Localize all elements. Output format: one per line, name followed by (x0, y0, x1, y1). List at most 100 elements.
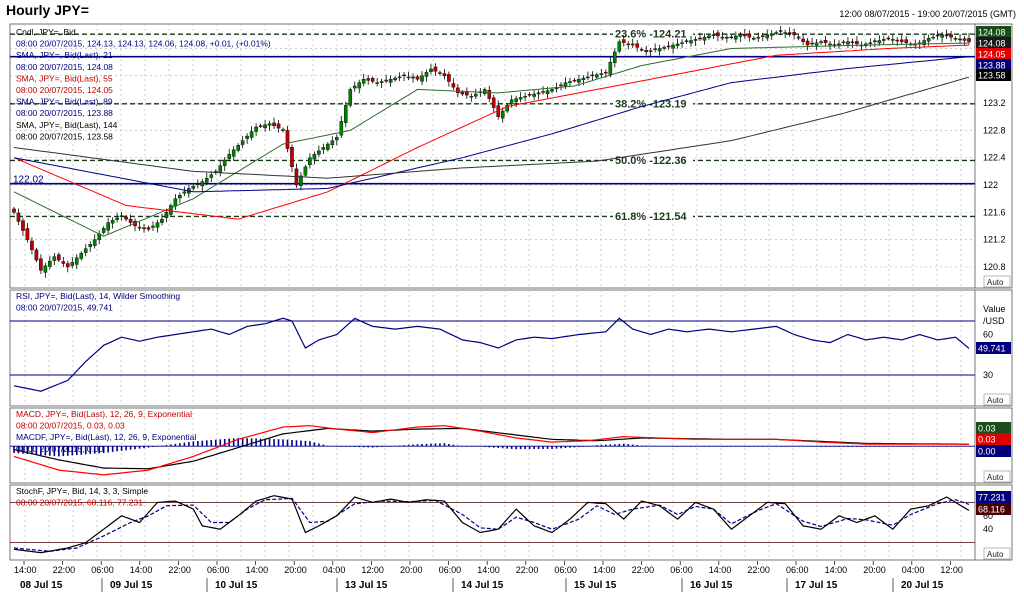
macd-legend-item: MACDF, JPY=, Bid(Last), 12, 26, 9, Expon… (16, 432, 196, 442)
candle-body (953, 38, 958, 40)
auto-label-rsi: Auto (987, 396, 1004, 405)
x-hour-label: 22:00 (632, 565, 655, 575)
candle-body (769, 33, 774, 36)
candle-body (895, 39, 900, 42)
candle-body (326, 143, 330, 150)
stoch-k-line (13, 495, 970, 554)
candle-body (644, 50, 648, 53)
candle-body (469, 96, 474, 98)
candle-body (617, 41, 622, 52)
candle-body (335, 137, 339, 141)
support-label: 122.02 (13, 175, 44, 186)
candle-body (128, 218, 133, 223)
candle-body (751, 38, 756, 40)
rsi-legend-item: RSI, JPY=, Bid(Last), 14, Wilder Smoothi… (16, 291, 180, 301)
panel-frame-macd (9, 407, 1013, 484)
candle-body (787, 32, 792, 34)
x-hour-label: 12:00 (940, 565, 963, 575)
candle-body (137, 226, 142, 229)
candle-body (756, 36, 761, 39)
candle-body (819, 41, 823, 43)
candle-body (343, 105, 348, 123)
rsi-unit-label: Value (983, 304, 1005, 314)
candle-body (505, 105, 509, 112)
x-hour-label: 12:00 (361, 565, 384, 575)
macd-value-tag-bg (976, 445, 1011, 457)
price-legend-item: 08:00 20/07/2015, 123.58 (16, 131, 113, 141)
candle-body (868, 42, 873, 44)
candle-body (612, 51, 617, 64)
candle-body (451, 83, 456, 88)
rsi-line (13, 317, 970, 392)
x-hour-label: 22:00 (747, 565, 770, 575)
candle-body (52, 256, 57, 261)
x-hour-label: 20:00 (863, 565, 886, 575)
candle-body (814, 42, 819, 46)
candle-body (209, 174, 214, 178)
candle-body (527, 94, 532, 96)
candle-body (666, 45, 671, 48)
candle-body (899, 39, 904, 42)
candle-body (931, 36, 935, 39)
candle-body (402, 74, 406, 77)
candle-body (626, 43, 631, 46)
fib-label: 50.0% -122.36 (615, 155, 687, 167)
candle-body (855, 41, 859, 45)
candle-body (657, 48, 662, 52)
candle-body (308, 157, 312, 165)
x-hour-label: 20:00 (284, 565, 307, 575)
candle-body (586, 76, 590, 79)
stoch-legend-item: 08:00 20/07/2015, 68.116, 77.231 (16, 498, 143, 508)
candle-body (734, 35, 738, 40)
candle-body (115, 217, 119, 220)
candle-body (263, 124, 267, 129)
candle-body (66, 263, 70, 268)
stoch-tick-label: 40 (983, 524, 993, 534)
candle-body (258, 125, 263, 127)
rsi-value-tag-bg (976, 342, 1011, 354)
candle-body (146, 227, 151, 230)
fib-label-bg (613, 96, 693, 109)
macd-line (13, 425, 969, 476)
candle-body (164, 212, 169, 218)
candle-body (21, 220, 25, 231)
candle-body (155, 222, 160, 228)
candle-body (317, 150, 321, 155)
candle-body (935, 34, 940, 37)
candle-body (30, 240, 34, 251)
sma-55-line (13, 44, 970, 220)
candle-body (518, 97, 523, 100)
price-tag-bg (976, 37, 1011, 49)
candle-body (411, 76, 415, 79)
candle-body (276, 123, 281, 129)
x-hour-label: 06:00 (439, 565, 462, 575)
candle-body (57, 254, 61, 261)
candle-body (890, 39, 895, 41)
x-date-label: 10 Jul 15 (215, 580, 258, 591)
candle-body (191, 185, 196, 189)
candle-body (456, 87, 460, 94)
x-hour-label: 06:00 (786, 565, 809, 575)
candle-body (514, 98, 518, 102)
candle-body (962, 38, 967, 41)
candle-body (474, 93, 478, 97)
x-date-label: 13 Jul 15 (345, 580, 388, 591)
x-hour-label: 04:00 (902, 565, 925, 575)
x-date-label: 09 Jul 15 (110, 580, 153, 591)
stoch-d-line (13, 497, 970, 552)
price-tag-bg (976, 59, 1011, 71)
candle-body (200, 181, 205, 187)
macd-value-tag: 0.00 (978, 447, 996, 457)
candle-body (689, 40, 693, 44)
candle-body (227, 154, 232, 159)
stoch-value-tag-bg (976, 491, 1011, 503)
candle-body (124, 216, 128, 220)
candle-body (621, 39, 626, 43)
price-tag: 124.05 (978, 50, 1006, 60)
rsi-legend-item: 08:00 20/07/2015, 49.741 (16, 303, 113, 313)
candle-body (79, 253, 84, 259)
candle-body (420, 75, 424, 82)
candle-body (725, 36, 729, 39)
candle-body (272, 122, 276, 127)
candle-body (245, 135, 249, 139)
